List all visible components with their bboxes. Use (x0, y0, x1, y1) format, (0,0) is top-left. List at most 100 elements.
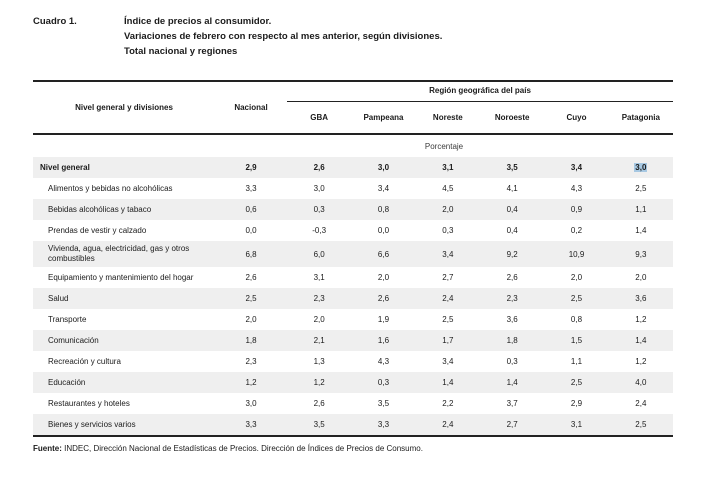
table-row: Prendas de vestir y calzado 0,0 -0,3 0,0 0,3… (33, 220, 673, 241)
table-row: Recreación y cultura 2,3 1,3 4,3 3,4 0,3 1,1 1,… (33, 351, 673, 372)
value-cell: 1,4 (635, 226, 647, 235)
row-label: Prendas de vestir y calzado (48, 225, 147, 235)
value-cell: 2,1 (313, 336, 325, 345)
value-cell: 1,7 (442, 336, 454, 345)
column-header-nacional: Nacional (234, 103, 268, 112)
value-cell: 3,6 (635, 294, 647, 303)
table-row: Nivel general 2,9 2,6 3,0 3,1 3,5 3,4 3,0 (33, 157, 673, 178)
value-cell: 2,0 (377, 273, 390, 282)
row-label: Educación (48, 377, 86, 387)
table-number-label: Cuadro 1. (33, 16, 77, 27)
title-line-2: Variaciones de febrero con respecto al m… (124, 31, 443, 42)
value-cell: 1,8 (245, 336, 257, 345)
value-cell: 1,4 (635, 336, 647, 345)
value-cell: 3,3 (245, 184, 257, 193)
value-cell: 6,8 (245, 249, 257, 259)
value-cell: 3,5 (506, 163, 518, 172)
value-cell: 2,7 (442, 273, 454, 282)
value-cell: 9,2 (506, 249, 518, 259)
table-row: Transporte 2,0 2,0 1,9 2,5 3,6 0,8 1,2 (33, 309, 673, 330)
value-cell: 1,8 (506, 336, 518, 345)
row-label: Comunicación (48, 335, 99, 345)
value-cell: 2,3 (313, 294, 325, 303)
value-cell: 3,4 (570, 163, 583, 172)
value-cell: 6,6 (377, 249, 390, 259)
value-cell: 0,4 (506, 205, 518, 214)
value-cell: 2,4 (635, 399, 647, 408)
value-cell: 2,6 (313, 399, 325, 408)
value-cell: 3,1 (442, 163, 454, 172)
value-cell: 9,3 (635, 249, 647, 259)
table-row: Educación 1,2 1,2 0,3 1,4 1,4 2,5 4,0 (33, 372, 673, 393)
value-cell: 1,3 (313, 357, 325, 366)
row-label: Restaurantes y hoteles (48, 398, 130, 408)
value-cell: 2,5 (570, 378, 583, 387)
value-cell: 0,6 (245, 205, 257, 214)
column-header-divisions: Nivel general y divisiones (75, 103, 173, 112)
value-cell: 3,5 (313, 420, 325, 429)
title-line-1: Índice de precios al consumidor. (124, 16, 272, 27)
table-body: Nivel general 2,9 2,6 3,0 3,1 3,5 3,4 3,0 Alimen… (33, 157, 673, 437)
value-cell: 10,9 (568, 249, 585, 259)
value-cell: 0,3 (377, 378, 390, 387)
value-cell: 0,8 (377, 205, 390, 214)
document-page: Cuadro 1. Índice de precios al consumido… (33, 14, 673, 453)
value-cell: 3,6 (506, 315, 518, 324)
value-cell: 0,8 (570, 315, 583, 324)
title-line-3: Total nacional y regiones (124, 46, 238, 57)
value-cell: 0,4 (506, 226, 518, 235)
value-cell: 2,0 (442, 205, 454, 214)
value-cell: 1,6 (377, 336, 390, 345)
value-cell: 2,4 (442, 420, 454, 429)
table-title-block: Cuadro 1. Índice de precios al consumido… (33, 14, 673, 59)
selected-value: 3,0 (634, 163, 648, 172)
value-cell: 0,3 (506, 357, 518, 366)
value-cell: 2,3 (506, 294, 518, 303)
value-cell: 3,4 (442, 249, 454, 259)
value-cell: 3,1 (570, 420, 583, 429)
value-cell: 2,0 (313, 315, 325, 324)
value-cell: 2,3 (245, 357, 257, 366)
column-header-region: Cuyo (566, 113, 587, 122)
value-cell: 4,1 (506, 184, 518, 193)
value-cell: 3,0 (245, 399, 257, 408)
value-cell: 1,2 (245, 378, 257, 387)
value-cell: 2,7 (506, 420, 518, 429)
value-cell: 3,4 (377, 184, 390, 193)
value-cell: 2,0 (570, 273, 583, 282)
value-cell: 4,3 (570, 184, 583, 193)
value-cell: 6,0 (313, 249, 325, 259)
unit-label: Porcentaje (424, 141, 464, 151)
row-label: Equipamiento y mantenimiento del hogar (48, 272, 194, 282)
table-row: Equipamiento y mantenimiento del hogar 2,… (33, 267, 673, 288)
table-row: Bienes y servicios varios 3,3 3,5 3,3 2,4 2,7… (33, 414, 673, 435)
column-header-region: GBA (310, 113, 329, 122)
value-cell: -0,3 (312, 226, 327, 235)
value-cell: 2,5 (635, 184, 647, 193)
table-row: Alimentos y bebidas no alcohólicas 3,3 3,0… (33, 178, 673, 199)
value-cell: 2,0 (635, 273, 647, 282)
value-cell: 3,4 (442, 357, 454, 366)
table-header: Nivel general y divisiones Nacional Regi… (33, 82, 673, 135)
value-cell: 3,0 (377, 163, 390, 172)
value-cell: 2,5 (570, 294, 583, 303)
column-header-region: Noroeste (494, 113, 530, 122)
unit-row: Porcentaje (33, 135, 673, 157)
value-cell: 2,6 (245, 273, 257, 282)
value-cell: 2,9 (570, 399, 583, 408)
value-cell: 2,6 (313, 163, 325, 172)
value-cell: 2,4 (442, 294, 454, 303)
value-cell: 4,5 (442, 184, 454, 193)
table-row: Bebidas alcohólicas y tabaco 0,6 0,3 0,8 2,0… (33, 199, 673, 220)
row-label: Vivienda, agua, electricidad, gas y otro… (48, 244, 190, 263)
value-cell: 4,0 (635, 378, 647, 387)
value-cell: 1,9 (377, 315, 390, 324)
value-cell: 0,2 (570, 226, 583, 235)
table-row: Restaurantes y hoteles 3,0 2,6 3,5 2,2 3,7 2,9… (33, 393, 673, 414)
value-cell: 0,9 (570, 205, 583, 214)
value-cell: 2,6 (377, 294, 390, 303)
region-group-header: Región geográfica del país (287, 82, 673, 102)
column-header-region: Patagonia (621, 113, 660, 122)
value-cell: 2,2 (442, 399, 454, 408)
value-cell: 1,4 (442, 378, 454, 387)
